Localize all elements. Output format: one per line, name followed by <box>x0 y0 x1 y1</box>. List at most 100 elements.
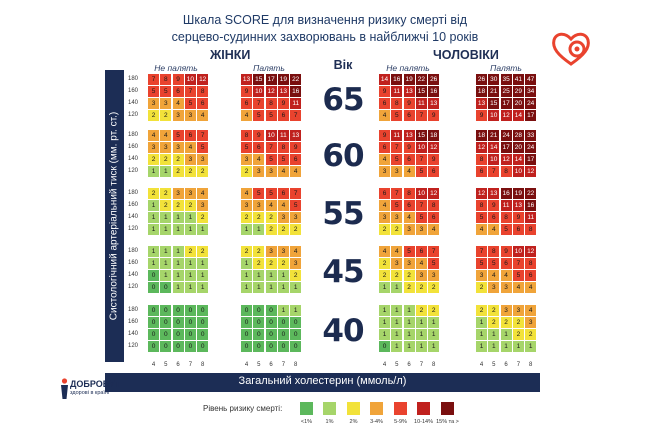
risk-cell: 5 <box>172 130 184 141</box>
risk-cell: 0 <box>148 270 159 281</box>
risk-cell: 9 <box>428 154 440 165</box>
risk-cell: 8 <box>241 130 252 141</box>
chart-title: Шкала SCORE для визначення ризику смерті… <box>150 12 500 46</box>
risk-cell: 5 <box>184 98 196 109</box>
bp-tick: 180 <box>128 307 139 313</box>
risk-cell: 5 <box>488 258 500 269</box>
legend-label: 5-9% <box>394 419 407 425</box>
risk-cell: 12 <box>197 74 209 85</box>
risk-cell: 0 <box>172 305 184 316</box>
risk-cell: 1 <box>160 258 172 269</box>
legend-label: 15% та > <box>436 419 459 425</box>
risk-cell: 7 <box>415 110 427 121</box>
risk-cell: 1 <box>160 166 172 177</box>
risk-cell: 3 <box>184 110 196 121</box>
risk-cell: 6 <box>403 110 415 121</box>
risk-cell: 0 <box>241 341 252 352</box>
risk-cell: 5 <box>415 212 427 223</box>
men-nonsmoker-label: Не палять <box>386 63 430 73</box>
risk-cell: 3 <box>253 166 265 177</box>
risk-cell: 5 <box>241 142 252 153</box>
risk-cell: 5 <box>253 110 265 121</box>
legend-title: Рівень ризику смерті: <box>203 404 283 413</box>
risk-cell: 1 <box>403 341 415 352</box>
risk-cell: 3 <box>197 154 209 165</box>
age-value: 45 <box>322 254 364 290</box>
risk-cell: 3 <box>172 110 184 121</box>
risk-cell: 1 <box>500 329 512 340</box>
risk-cell: 2 <box>241 166 252 177</box>
risk-cell: 2 <box>415 282 427 293</box>
risk-cell: 8 <box>476 154 487 165</box>
risk-cell: 11 <box>525 212 537 223</box>
risk-cell: 24 <box>525 142 537 153</box>
risk-cell: 15 <box>415 86 427 97</box>
risk-cell: 2 <box>403 282 415 293</box>
risk-cell: 1 <box>148 258 159 269</box>
risk-cell: 17 <box>525 110 537 121</box>
risk-cell: 18 <box>476 130 487 141</box>
risk-cell: 6 <box>290 154 302 165</box>
risk-cell: 4 <box>379 200 390 211</box>
cholesterol-tick: 8 <box>529 362 533 368</box>
risk-cell: 3 <box>379 212 390 223</box>
risk-cell: 1 <box>197 224 209 235</box>
risk-cell: 3 <box>403 224 415 235</box>
risk-cell: 5 <box>148 86 159 97</box>
risk-cell: 8 <box>428 200 440 211</box>
risk-cell: 25 <box>500 86 512 97</box>
risk-cell: 4 <box>241 110 252 121</box>
risk-cell: 2 <box>379 224 390 235</box>
bp-tick: 180 <box>128 190 139 196</box>
bp-tick: 160 <box>128 144 139 150</box>
risk-cell: 0 <box>184 305 196 316</box>
risk-cell: 1 <box>241 258 252 269</box>
risk-cell: 2 <box>253 212 265 223</box>
legend-swatch <box>300 402 313 415</box>
risk-cell: 5 <box>403 246 415 257</box>
risk-cell: 2 <box>241 212 252 223</box>
risk-cell: 1 <box>415 317 427 328</box>
risk-cell: 14 <box>488 142 500 153</box>
legend-swatch <box>394 402 407 415</box>
risk-cell: 3 <box>172 188 184 199</box>
cholesterol-tick: 7 <box>516 362 521 368</box>
risk-cell: 21 <box>488 86 500 97</box>
risk-cell: 19 <box>512 188 524 199</box>
risk-cell: 14 <box>379 74 390 85</box>
risk-cell: 2 <box>148 110 159 121</box>
risk-cell: 3 <box>525 317 537 328</box>
risk-cell: 7 <box>391 142 403 153</box>
risk-cell: 5 <box>265 154 277 165</box>
risk-cell: 0 <box>184 317 196 328</box>
risk-cell: 0 <box>160 329 172 340</box>
risk-cell: 4 <box>290 166 302 177</box>
risk-cell: 1 <box>403 305 415 316</box>
risk-cell: 17 <box>525 154 537 165</box>
risk-cell: 1 <box>241 282 252 293</box>
risk-cell: 0 <box>197 305 209 316</box>
risk-cell: 3 <box>290 212 302 223</box>
title-line-2: серцево-судинних захворювань в найближчі… <box>171 30 479 44</box>
risk-cell: 10 <box>253 86 265 97</box>
bp-tick: 180 <box>128 76 139 82</box>
risk-cell: 0 <box>148 305 159 316</box>
risk-cell: 2 <box>488 305 500 316</box>
risk-cell: 3 <box>184 188 196 199</box>
risk-cell: 1 <box>391 317 403 328</box>
risk-cell: 1 <box>184 224 196 235</box>
risk-cell: 3 <box>500 282 512 293</box>
age-value: 55 <box>322 196 364 232</box>
risk-cell: 6 <box>403 200 415 211</box>
risk-cell: 3 <box>277 246 289 257</box>
risk-cell: 13 <box>488 188 500 199</box>
risk-cell: 6 <box>184 130 196 141</box>
risk-cell: 2 <box>277 258 289 269</box>
risk-cell: 9 <box>172 74 184 85</box>
risk-cell: 14 <box>512 110 524 121</box>
risk-cell: 4 <box>241 188 252 199</box>
y-axis-title: Систологічний артеріальний тиск (мм. рт.… <box>108 111 120 321</box>
men-smoker-label: Палять <box>490 63 522 73</box>
risk-cell: 0 <box>290 341 302 352</box>
risk-cell: 1 <box>403 317 415 328</box>
